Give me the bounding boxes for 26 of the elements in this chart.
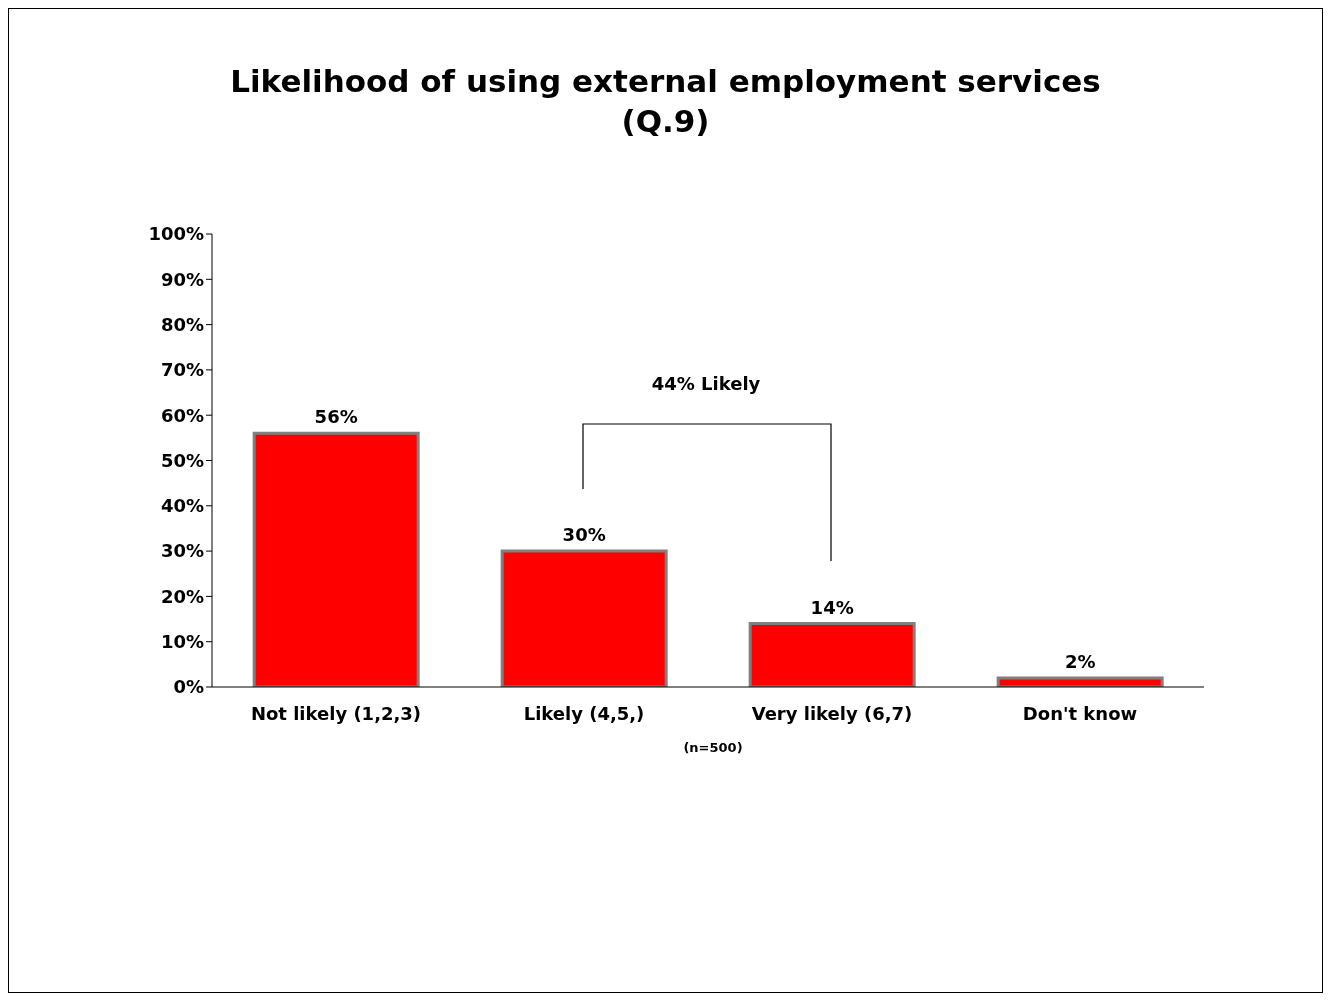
y-tick-label: 50% bbox=[160, 449, 204, 471]
y-tick-label: 40% bbox=[160, 495, 204, 517]
bar bbox=[748, 622, 916, 687]
bar bbox=[500, 549, 668, 687]
data-label: 30% bbox=[562, 524, 606, 546]
data-label: 14% bbox=[810, 596, 854, 618]
y-tick-label: 20% bbox=[160, 585, 204, 607]
y-tick-label: 30% bbox=[160, 540, 204, 562]
text: (n=500) bbox=[682, 740, 744, 755]
bar bbox=[996, 676, 1164, 687]
annotation: 44% Likely bbox=[650, 373, 762, 394]
y-tick-label: 70% bbox=[160, 359, 204, 381]
y-tick-label: 0% bbox=[173, 676, 204, 698]
x-tick-label: Don't know bbox=[1022, 702, 1138, 724]
y-tick-label: 90% bbox=[160, 268, 204, 290]
data-label: 56% bbox=[314, 406, 358, 428]
data-label: 2% bbox=[1064, 650, 1096, 672]
x-tick-label: Likely (4,5,) bbox=[523, 702, 645, 724]
y-tick-label: 100% bbox=[148, 223, 204, 245]
x-tick-label: Not likely (1,2,3) bbox=[250, 702, 422, 724]
x-tick-label: Very likely (6,7) bbox=[751, 702, 913, 724]
y-tick-label: 60% bbox=[160, 404, 204, 426]
bar bbox=[252, 431, 420, 687]
y-tick-label: 80% bbox=[160, 313, 204, 335]
chart-title: Likelihood of using external employment services (Q.9) bbox=[229, 62, 1102, 141]
y-tick-label: 10% bbox=[160, 631, 204, 653]
